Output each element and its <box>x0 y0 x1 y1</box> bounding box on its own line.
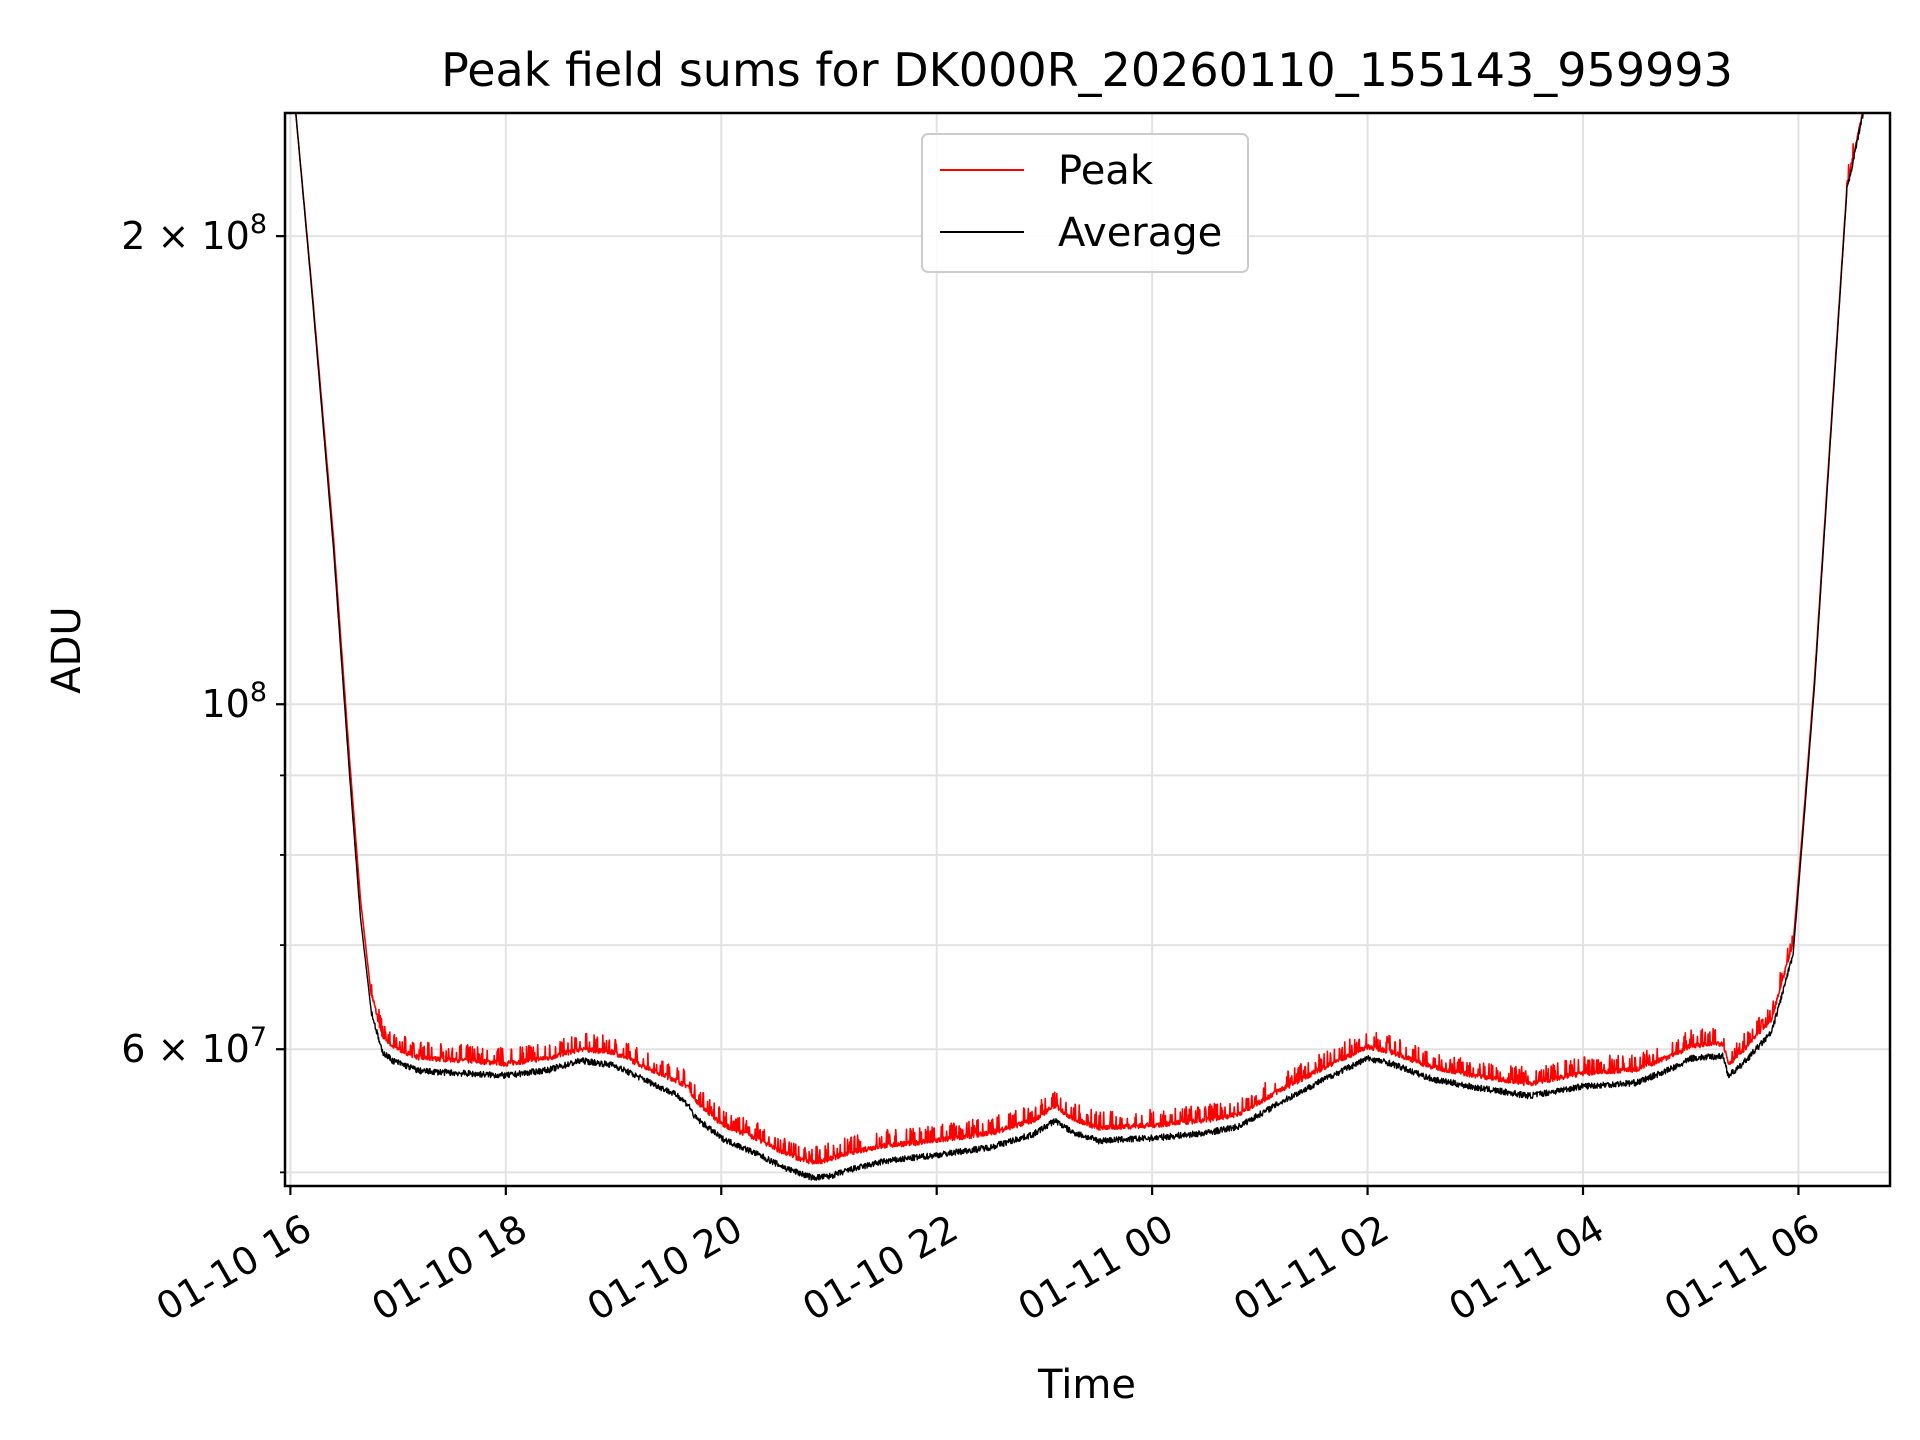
series-line-average <box>295 113 1864 1181</box>
chart-title: Peak field sums for DK000R_20260110_1551… <box>441 43 1733 97</box>
y-tick-label: 108 <box>201 677 267 726</box>
plot-frame <box>283 111 1892 1188</box>
plot-series <box>295 113 1864 1181</box>
y-tick-label: 6 × 107 <box>121 1022 267 1071</box>
x-axis-title: Time <box>1037 1362 1136 1408</box>
legend-average-label: Average <box>1058 210 1222 256</box>
legend-box <box>921 133 1249 273</box>
y-tick-label: 2 × 108 <box>121 209 267 258</box>
legend-peak-label: Peak <box>1058 148 1154 194</box>
y-axis-title: ADU <box>44 606 90 693</box>
legend: Peak Average <box>921 133 1249 273</box>
series-line-peak <box>295 113 1864 1165</box>
